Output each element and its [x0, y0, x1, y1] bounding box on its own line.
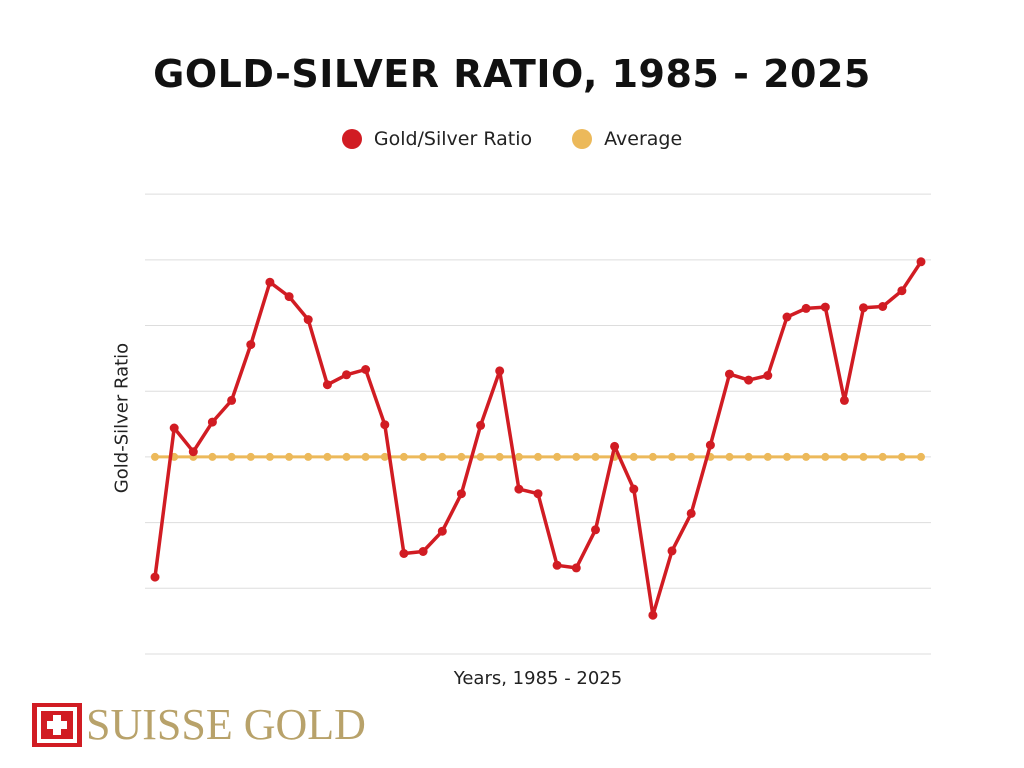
ratio-point	[571, 563, 581, 573]
ratio-point	[820, 302, 830, 312]
legend-item-average: Average	[572, 128, 682, 150]
average-point	[323, 452, 332, 461]
average-point	[342, 452, 351, 461]
legend-label-average: Average	[604, 128, 683, 150]
ratio-point	[763, 371, 773, 380]
ratio-point	[514, 484, 524, 494]
average-point	[361, 452, 370, 461]
ratio-point	[897, 286, 907, 296]
average-point	[917, 452, 925, 461]
average-point	[534, 452, 542, 461]
ratio-point	[705, 440, 715, 450]
ratio-point	[265, 277, 275, 287]
ratio-point	[456, 489, 466, 499]
average-point	[151, 452, 159, 461]
average-point	[840, 452, 849, 461]
ratio-point	[322, 380, 332, 390]
average-point	[668, 452, 676, 461]
ratio-point	[782, 312, 792, 322]
ratio-point	[246, 340, 256, 350]
average-point	[648, 452, 657, 461]
average-point	[304, 452, 313, 461]
ratio-point	[361, 365, 371, 374]
average-point	[687, 452, 696, 461]
ratio-point	[916, 257, 926, 267]
average-point	[859, 452, 868, 461]
average-point	[725, 452, 734, 461]
ratio-point	[188, 447, 198, 457]
ratio-point	[744, 375, 754, 385]
legend-swatch-average	[572, 129, 593, 149]
average-point	[821, 452, 830, 461]
average-point	[629, 452, 638, 461]
average-point	[246, 452, 255, 461]
ratio-point	[839, 395, 849, 405]
average-point	[591, 452, 600, 461]
ratio-point	[533, 489, 543, 499]
swiss-cross-icon	[32, 703, 82, 747]
ratio-point	[227, 395, 237, 405]
ratio-point	[495, 366, 505, 376]
ratio-point	[859, 303, 868, 313]
average-point	[265, 452, 274, 461]
average-point	[802, 452, 811, 461]
average-point	[419, 452, 428, 461]
suisse-gold-logo: SUISSE GOLD	[32, 703, 366, 747]
ratio-point	[591, 525, 600, 535]
average-point	[476, 452, 485, 461]
average-point	[878, 452, 887, 461]
ratio-point	[648, 610, 658, 620]
ratio-point	[801, 303, 811, 313]
ratio-point	[552, 560, 562, 570]
ratio-point	[342, 370, 351, 380]
ratio-point	[878, 302, 888, 311]
average-point	[380, 452, 389, 461]
chart-legend: Gold/Silver Ratio Average	[0, 128, 1024, 150]
legend-item-ratio: Gold/Silver Ratio	[341, 128, 533, 150]
ratio-point	[610, 441, 620, 451]
ratio-point	[629, 484, 639, 494]
ratio-point	[303, 315, 313, 325]
grid-lines	[145, 193, 931, 655]
average-point	[572, 452, 581, 461]
legend-swatch-ratio	[341, 129, 362, 149]
average-point	[553, 452, 562, 461]
ratio-point	[418, 547, 428, 556]
ratio-line	[153, 260, 923, 617]
logo-text: SUISSE GOLD	[86, 700, 366, 749]
ratio-point	[667, 546, 677, 556]
ratio-point	[437, 526, 447, 536]
average-point	[763, 452, 772, 461]
ratio-point	[150, 572, 160, 582]
ratio-point	[284, 292, 294, 302]
average-point	[438, 452, 447, 461]
ratio-point	[380, 420, 390, 430]
average-point	[208, 452, 217, 461]
ratio-point	[399, 549, 409, 558]
ratio-point	[476, 420, 486, 430]
average-point	[399, 452, 408, 461]
average-point	[227, 452, 236, 461]
ratio-point	[725, 369, 734, 379]
x-axis-label: Years, 1985 - 2025	[453, 668, 623, 689]
average-point	[744, 452, 753, 461]
average-point	[514, 452, 523, 461]
series-layer	[150, 257, 926, 620]
ratio-point	[686, 508, 696, 518]
y-axis-label: Gold-Silver Ratio	[111, 342, 133, 494]
average-point	[783, 452, 791, 461]
average-point	[457, 452, 466, 461]
average-point	[285, 452, 294, 461]
ratio-point	[207, 417, 217, 427]
average-point	[495, 452, 504, 461]
average-point	[897, 452, 906, 461]
ratio-point	[169, 423, 179, 433]
legend-label-ratio: Gold/Silver Ratio	[373, 128, 533, 150]
chart-title: GOLD-SILVER RATIO, 1985 - 2025	[153, 52, 871, 96]
